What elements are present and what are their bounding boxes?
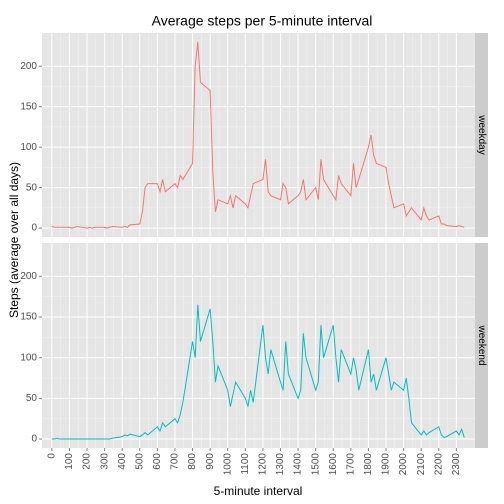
- y-tick-label: 150: [20, 312, 37, 323]
- x-tick-label: 2000: [398, 453, 409, 476]
- x-tick-label: 2300: [451, 453, 462, 476]
- x-tick-label: 2200: [433, 453, 444, 476]
- x-tick-label: 1700: [345, 453, 356, 476]
- x-tick-label: 1400: [293, 453, 304, 476]
- data-line: [51, 304, 465, 440]
- y-tick-label: 0: [31, 434, 37, 445]
- x-tick-label: 1000: [222, 453, 233, 476]
- y-tick-label: 100: [20, 142, 37, 153]
- panel-background: [42, 243, 475, 448]
- x-tick-label: 200: [82, 453, 93, 470]
- x-tick-label: 900: [205, 453, 216, 470]
- y-tick-label: 0: [31, 223, 37, 234]
- x-tick-label: 700: [170, 453, 181, 470]
- chart-title: Average steps per 5-minute interval: [152, 13, 373, 29]
- y-tick-label: 200: [20, 61, 37, 72]
- x-tick-label: 1200: [258, 453, 269, 476]
- facet-strip: [475, 243, 488, 448]
- panel-background: [42, 33, 475, 237]
- y-tick-label: 50: [26, 393, 38, 404]
- data-line: [51, 41, 465, 229]
- facet-label: weekday: [476, 114, 487, 154]
- x-tick-label: 500: [134, 453, 145, 470]
- x-tick-label: 1900: [381, 453, 392, 476]
- x-tick-label: 1500: [310, 453, 321, 476]
- y-tick-label: 50: [26, 182, 38, 193]
- x-tick-label: 400: [117, 453, 128, 470]
- facet-label: weekend: [476, 324, 487, 365]
- x-tick-label: 0: [46, 453, 57, 459]
- x-tick-label: 1300: [275, 453, 286, 476]
- x-tick-label: 300: [99, 453, 110, 470]
- x-tick-label: 100: [64, 453, 75, 470]
- x-tick-label: 1800: [363, 453, 374, 476]
- y-tick-label: 200: [20, 271, 37, 282]
- x-tick-label: 800: [187, 453, 198, 470]
- y-tick-label: 100: [20, 352, 37, 363]
- x-tick-label: 1600: [328, 453, 339, 476]
- y-tick-label: 150: [20, 101, 37, 112]
- x-axis-label: 5-minute interval: [214, 484, 303, 498]
- x-tick-label: 2100: [416, 453, 427, 476]
- x-tick-label: 1100: [240, 453, 251, 475]
- facet-strip: [475, 33, 488, 237]
- x-tick-label: 600: [152, 453, 163, 470]
- y-axis-label: Steps (average over all days): [7, 162, 21, 318]
